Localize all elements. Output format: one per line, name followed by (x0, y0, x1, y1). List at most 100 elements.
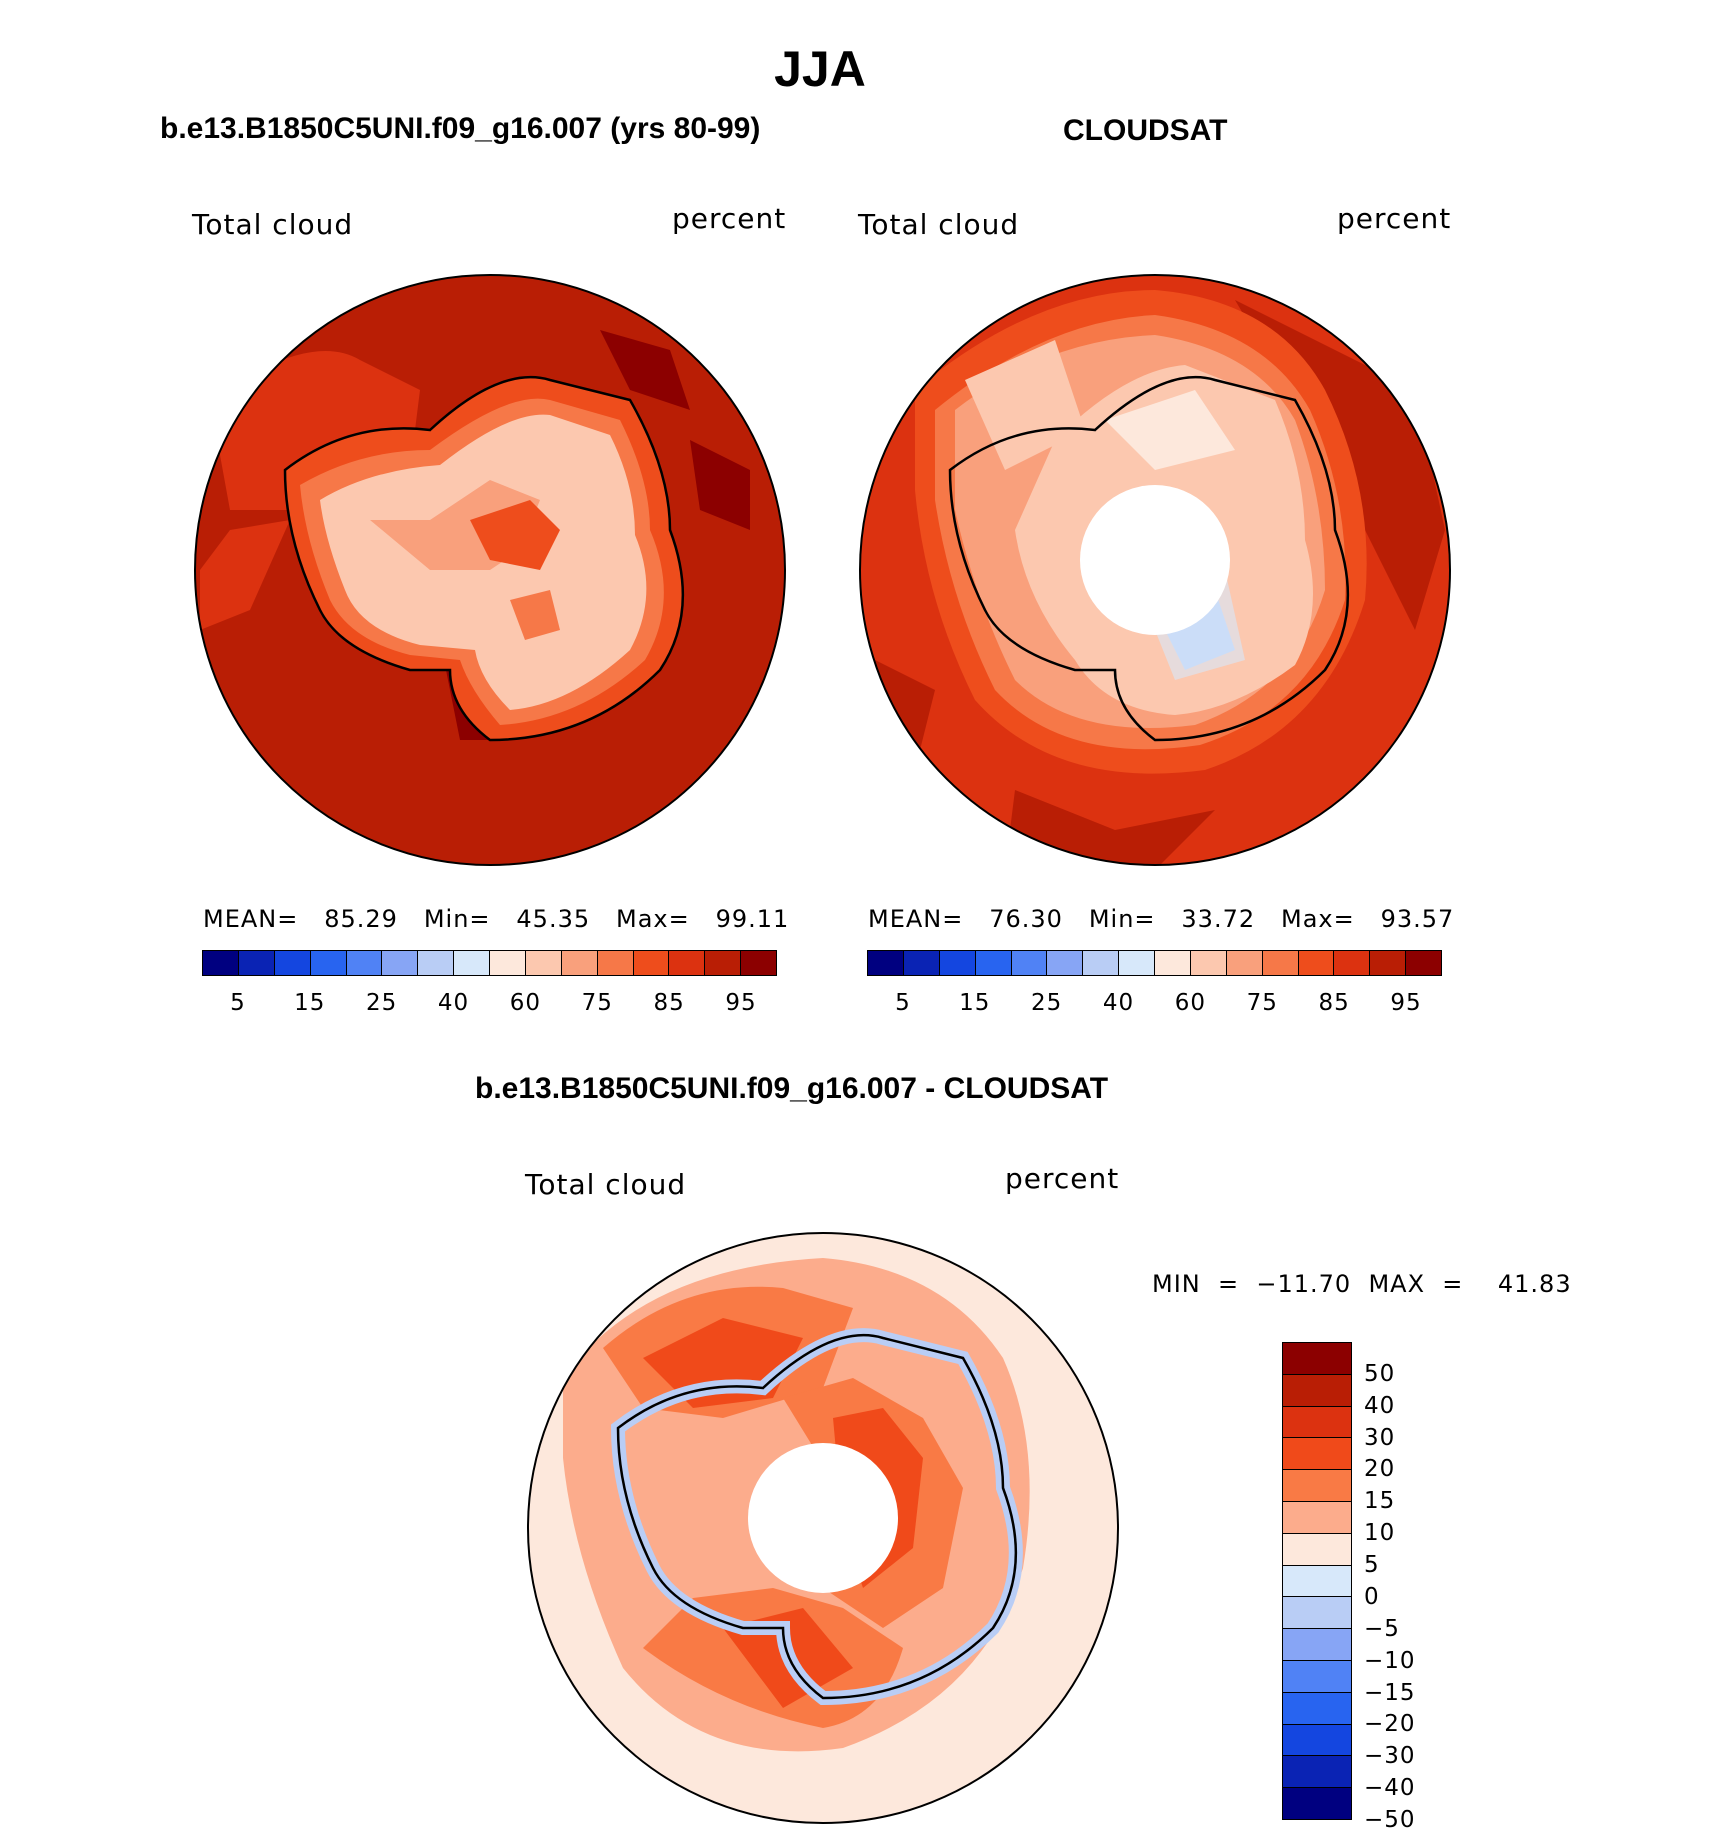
colorbar-swatch (203, 951, 239, 975)
colorbar-swatch (1283, 1692, 1351, 1725)
model-stats: MEAN= 85.29 Min= 45.35 Max= 99.11 (203, 905, 790, 933)
colorbar-tick-label: 25 (1031, 990, 1063, 1016)
colorbar-swatch (418, 951, 455, 975)
obs-panel-title: CLOUDSAT (1063, 114, 1228, 147)
colorbar-tick-label: 40 (437, 990, 470, 1016)
colorbar-swatch (1119, 951, 1155, 975)
diff-coastline (616, 1333, 1018, 1700)
colorbar-swatch (975, 951, 1012, 975)
colorbar-tick-label: 0 (1364, 1583, 1380, 1610)
model-variable-label: Total cloud (192, 208, 354, 241)
colorbar-tick-label: 15 (1364, 1488, 1396, 1515)
colorbar-swatch (1262, 951, 1299, 975)
colorbar-swatch (1283, 1533, 1351, 1566)
obs-colorbar (867, 950, 1442, 976)
colorbar-swatch (1190, 951, 1227, 975)
diff-polar-map (527, 1232, 1119, 1824)
colorbar-swatch (633, 951, 670, 975)
colorbar-tick-label: 60 (1174, 990, 1207, 1016)
obs-colorbar-ticks: 5 15 25 40 60 75 85 95 (867, 990, 1442, 1020)
obs-stats: MEAN= 76.30 Min= 33.72 Max= 93.57 (868, 905, 1455, 933)
colorbar-swatch (346, 951, 383, 975)
colorbar-swatch (1283, 1565, 1351, 1598)
colorbar-swatch (1011, 951, 1048, 975)
diff-variable-label: Total cloud (525, 1168, 687, 1201)
colorbar-swatch (1283, 1374, 1351, 1407)
colorbar-tick-label: 10 (1364, 1520, 1396, 1547)
colorbar-tick-label: 85 (1318, 990, 1350, 1016)
colorbar-tick-label: 5 (895, 990, 911, 1016)
model-map-border (194, 274, 786, 866)
obs-map-border (859, 274, 1451, 866)
colorbar-swatch (382, 951, 419, 975)
colorbar-tick-label: 40 (1102, 990, 1135, 1016)
colorbar-swatch (597, 951, 634, 975)
colorbar-swatch (705, 951, 742, 975)
colorbar-swatch (1334, 951, 1371, 975)
colorbar-tick-label: 85 (653, 990, 685, 1016)
colorbar-swatch (903, 951, 940, 975)
colorbar-swatch (1283, 1501, 1351, 1534)
colorbar-tick-label: 40 (1364, 1392, 1396, 1419)
figure-title: JJA (774, 41, 866, 97)
model-colorbar-ticks: 5 15 25 40 60 75 85 95 (202, 990, 777, 1020)
diff-missing-data-hole (748, 1443, 898, 1593)
colorbar-tick-label: −30 (1364, 1743, 1416, 1770)
colorbar-swatch (561, 951, 598, 975)
colorbar-tick-label: 20 (1364, 1456, 1396, 1483)
colorbar-swatch (310, 951, 347, 975)
colorbar-swatch (939, 951, 976, 975)
colorbar-tick-label: −10 (1364, 1647, 1416, 1674)
colorbar-tick-label: 25 (366, 990, 398, 1016)
colorbar-swatch (1283, 1756, 1351, 1789)
colorbar-swatch (525, 951, 562, 975)
diff-units-label: percent (1005, 1162, 1120, 1195)
diff-colorbar-ticks: 50 40 30 20 15 10 5 0 −5 −10 −15 −20 −30 −40 −50 (1364, 1342, 1444, 1833)
colorbar-tick-label: 75 (1246, 990, 1278, 1016)
colorbar-tick-label: −5 (1364, 1615, 1400, 1642)
colorbar-swatch (669, 951, 706, 975)
colorbar-swatch (1370, 951, 1407, 975)
colorbar-tick-label: 5 (230, 990, 246, 1016)
colorbar-swatch (868, 951, 904, 975)
colorbar-swatch (274, 951, 311, 975)
obs-variable-label: Total cloud (858, 208, 1020, 241)
diff-panel-title: b.e13.B1850C5UNI.f09_g16.007 - CLOUDSAT (475, 1072, 1109, 1105)
colorbar-tick-label: 95 (1390, 990, 1422, 1016)
model-colorbar (202, 950, 777, 976)
colorbar-tick-label: 5 (1364, 1552, 1380, 1579)
colorbar-swatch (1283, 1406, 1351, 1439)
obs-units-label: percent (1337, 202, 1452, 235)
colorbar-tick-label: 15 (294, 990, 326, 1016)
colorbar-swatch (490, 951, 526, 975)
colorbar-swatch (238, 951, 275, 975)
model-panel-title: b.e13.B1850C5UNI.f09_g16.007 (yrs 80-99) (160, 112, 761, 145)
colorbar-swatch (1283, 1660, 1351, 1693)
colorbar-swatch (1283, 1724, 1351, 1757)
obs-polar-map (859, 274, 1451, 866)
colorbar-swatch (1083, 951, 1120, 975)
obs-missing-data-hole (1080, 485, 1230, 635)
colorbar-swatch (1047, 951, 1084, 975)
colorbar-swatch (1298, 951, 1335, 975)
colorbar-swatch (1283, 1597, 1351, 1630)
colorbar-tick-label: 15 (959, 990, 991, 1016)
colorbar-tick-label: −20 (1364, 1711, 1416, 1738)
model-polar-map (194, 274, 786, 866)
colorbar-swatch (1283, 1343, 1351, 1375)
colorbar-swatch (1283, 1788, 1351, 1819)
colorbar-swatch (1406, 951, 1441, 975)
colorbar-tick-label: 60 (509, 990, 542, 1016)
colorbar-tick-label: 75 (581, 990, 613, 1016)
colorbar-swatch (1283, 1629, 1351, 1661)
diff-stats: MIN = −11.70 MAX = 41.83 (1152, 1270, 1572, 1298)
obs-coastline (948, 375, 1350, 742)
colorbar-tick-label: −40 (1364, 1775, 1416, 1802)
model-coastline (283, 375, 685, 742)
diff-colorbar (1282, 1342, 1352, 1820)
colorbar-tick-label: −15 (1364, 1679, 1416, 1706)
colorbar-tick-label: 95 (725, 990, 757, 1016)
colorbar-swatch (1283, 1470, 1351, 1502)
colorbar-swatch (1155, 951, 1191, 975)
colorbar-tick-label: 50 (1364, 1360, 1396, 1387)
